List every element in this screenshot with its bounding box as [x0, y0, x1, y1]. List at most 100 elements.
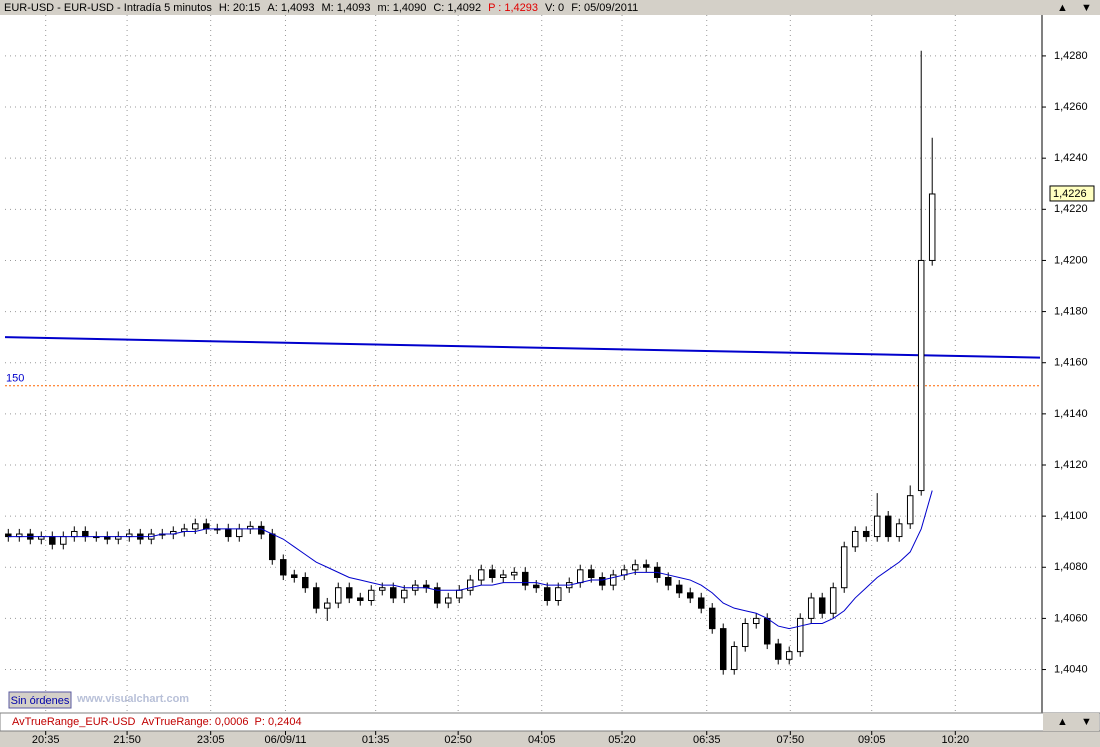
candle-body	[829, 587, 837, 614]
candle-body	[862, 530, 870, 538]
candle-body	[576, 569, 584, 584]
candle-body	[368, 589, 375, 602]
orders-button[interactable]	[8, 691, 72, 709]
window-buttons	[1043, 0, 1099, 15]
candle-body	[489, 569, 496, 578]
candle-body	[291, 574, 298, 578]
candle-body	[873, 515, 881, 538]
candle-body	[60, 536, 67, 545]
y-tick-label: 1,4060	[1054, 612, 1088, 624]
candle-body	[818, 597, 826, 614]
last-price-box	[1049, 185, 1095, 202]
indicator-buttons	[1043, 713, 1099, 731]
y-tick-label: 1,4040	[1054, 663, 1088, 675]
scroll-up[interactable]: ▲	[1057, 2, 1068, 14]
candle-body	[269, 533, 276, 561]
candle-body	[357, 597, 364, 602]
candle-body	[708, 607, 716, 630]
x-tick-label: 04:05	[528, 734, 556, 746]
last-price-label: 1,4226	[1053, 188, 1087, 200]
header-text: V: 0	[545, 2, 564, 14]
long-ma-line	[4, 336, 1041, 359]
candle-body	[401, 589, 408, 599]
candle-body	[390, 587, 397, 599]
candle-body	[851, 530, 859, 548]
header-text: m: 1,4090	[377, 2, 426, 14]
x-tick-label: 01:35	[362, 734, 390, 746]
candle-body	[5, 533, 12, 538]
y-tick-label: 1,4280	[1054, 50, 1088, 62]
candle-body	[236, 528, 243, 538]
candle-body	[313, 587, 320, 609]
y-tick-label: 1,4180	[1054, 305, 1088, 317]
candle-body	[796, 617, 804, 653]
candle-body	[324, 602, 331, 609]
candle-body	[906, 495, 914, 525]
candle-body	[543, 587, 551, 602]
candle-body	[774, 643, 782, 660]
candle-body	[598, 576, 606, 586]
indicator-strip	[0, 712, 1100, 732]
candle-body	[280, 559, 287, 576]
header-text: A: 1,4093	[267, 2, 314, 14]
header-text: M: 1,4093	[322, 2, 371, 14]
candle-body	[192, 523, 199, 530]
y-tick-label: 1,4080	[1054, 561, 1088, 573]
candle-body	[379, 587, 386, 591]
candle-body	[895, 523, 903, 538]
candle-body	[763, 617, 771, 645]
scroll-up[interactable]: ▲	[1057, 716, 1068, 728]
candle-body	[445, 597, 452, 604]
header-text: P : 1,4293	[488, 2, 538, 14]
candle-body	[730, 646, 738, 671]
candle-body	[642, 564, 650, 568]
candle-body	[631, 564, 639, 571]
candle-body	[467, 579, 474, 591]
y-tick-label: 1,4200	[1054, 254, 1088, 266]
candle-body	[82, 530, 89, 538]
candle-body	[807, 597, 815, 619]
candle-body	[840, 546, 848, 589]
orders-button-label[interactable]: Sin órdenes	[11, 695, 70, 707]
x-tick-label: 06:35	[693, 734, 721, 746]
candle-body	[478, 569, 485, 581]
scroll-down[interactable]: ▼	[1081, 716, 1092, 728]
candle-body	[554, 587, 562, 602]
candle-body	[675, 584, 683, 594]
scroll-down[interactable]: ▼	[1081, 2, 1092, 14]
candle-body	[532, 584, 540, 589]
candle-body	[500, 574, 507, 578]
candle-body	[785, 651, 793, 660]
candle-body	[49, 536, 56, 545]
header-text: C: 1,4092	[433, 2, 481, 14]
candle-body	[664, 576, 672, 586]
long-ma-label: 150	[6, 373, 24, 385]
x-tick-label: 09:05	[858, 734, 886, 746]
y-tick-label: 1,4100	[1054, 510, 1088, 522]
candle-body	[928, 193, 936, 261]
candle-body	[346, 587, 353, 599]
header-text: H: 20:15	[219, 2, 261, 14]
plot-bg	[0, 15, 1100, 713]
candle-body	[587, 569, 595, 578]
candle-body	[719, 628, 727, 671]
y-tick-label: 1,4120	[1054, 459, 1088, 471]
y-tick-label: 1,4240	[1054, 152, 1088, 164]
y-tick-label: 1,4260	[1054, 101, 1088, 113]
candle-body	[752, 617, 760, 625]
candle-body	[225, 528, 232, 538]
header-text: EUR-USD - EUR-USD - Intradía 5 minutos	[4, 2, 212, 14]
candle-body	[686, 592, 694, 599]
x-tick-label: 10:20	[942, 734, 970, 746]
indicator-text: P: 0,2404	[255, 716, 302, 728]
x-tick-label: 05:20	[608, 734, 636, 746]
x-tick-label: 20:35	[32, 734, 60, 746]
y-tick-label: 1,4220	[1054, 203, 1088, 215]
candle-body	[884, 515, 892, 538]
indicator-text: AvTrueRange: 0,0006	[142, 716, 249, 728]
candle-body	[434, 587, 441, 604]
x-tick-label: 06/09/11	[264, 734, 306, 746]
candle-body	[511, 571, 518, 576]
